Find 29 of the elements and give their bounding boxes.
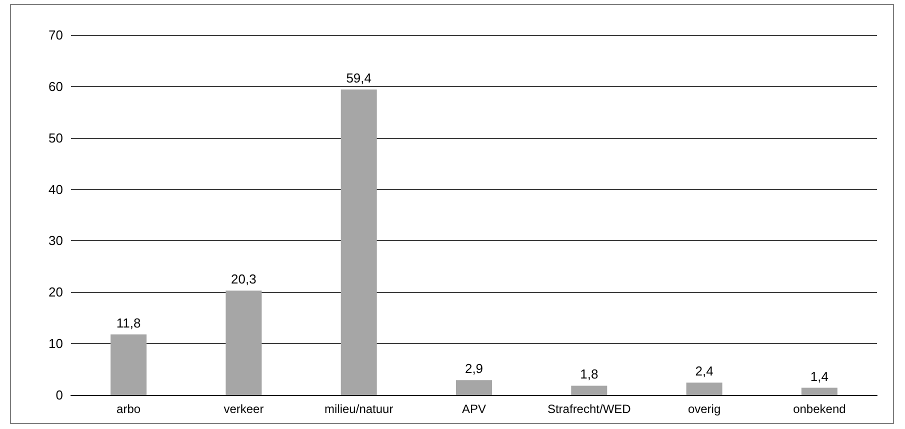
bar (571, 386, 608, 395)
y-tick-label: 50 (48, 130, 63, 146)
bar (801, 388, 838, 395)
y-tick-label: 70 (48, 28, 63, 42)
data-label: 2,9 (464, 361, 484, 376)
data-label: 11,8 (116, 315, 141, 330)
y-tick-label: 0 (56, 388, 63, 402)
data-label: 2,4 (695, 364, 714, 379)
x-tick-label: Strafrecht/WED (547, 402, 632, 416)
y-tick-label: 10 (48, 336, 63, 352)
x-tick-label: overig (688, 402, 721, 416)
y-tick-label: 20 (48, 284, 63, 300)
x-tick-label: onbekend (793, 402, 846, 416)
bar (456, 380, 492, 395)
x-tick-label: verkeer (224, 402, 264, 416)
data-label: 20,3 (231, 272, 256, 287)
y-tick-label: 30 (48, 233, 63, 248)
y-tick-label: 40 (48, 182, 63, 197)
x-tick-label: milieu/natuur (324, 402, 394, 416)
bar (226, 290, 262, 395)
y-tick-label: 60 (48, 78, 63, 94)
data-label: 59,4 (346, 70, 372, 86)
data-label: 1,4 (810, 368, 828, 384)
bar (340, 90, 377, 395)
x-tick-label: APV (462, 402, 486, 416)
data-label: 1,8 (580, 366, 598, 382)
bar (686, 382, 722, 395)
bar (110, 334, 147, 395)
x-tick-label: arbo (116, 402, 141, 416)
